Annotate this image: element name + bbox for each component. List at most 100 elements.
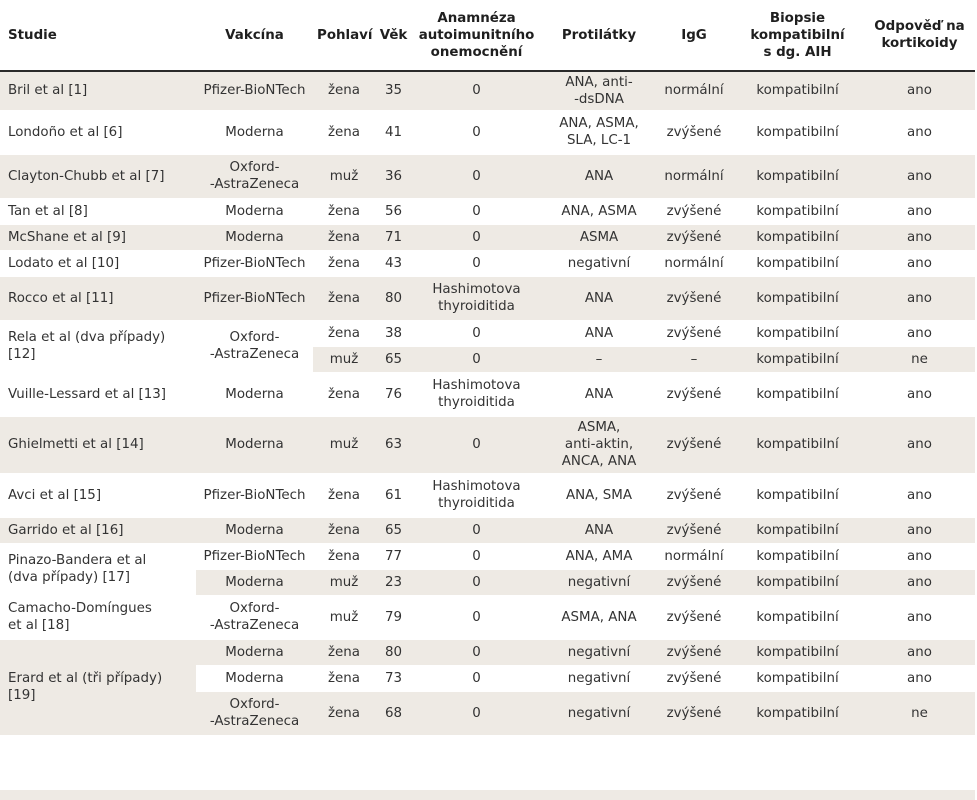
header-sex: Pohlaví	[313, 0, 375, 72]
cell-age: 61	[375, 473, 412, 518]
cell-history: Hashimotova thyroiditida	[412, 372, 541, 417]
cell-sex: žena	[313, 665, 375, 692]
cell-response: ano	[864, 665, 975, 692]
cell-response: ano	[864, 517, 975, 544]
cell-igg: zvýšené	[657, 473, 731, 518]
cell-study: Rela et al (dva případy) [12]	[0, 320, 196, 373]
cell-line: autoimunitního	[418, 27, 535, 43]
cell-sex: žena	[313, 320, 375, 347]
cell-vaccine: Moderna	[196, 224, 313, 251]
cell-igg: zvýšené	[657, 320, 731, 347]
cell-line: 0	[472, 670, 481, 686]
cell-biopsy: kompatibilní	[731, 346, 864, 373]
cell-vaccine: Moderna	[196, 198, 313, 225]
cell-line: ANA	[584, 522, 614, 538]
cell-line: Věk	[379, 27, 408, 43]
cell-study: Ghielmetti et al [14]	[0, 416, 196, 474]
cell-line: Pinazo-Bandera et al	[8, 553, 147, 568]
table-row: Vuille-Lessard et al [13] Moderna žena 76 Ha…	[0, 372, 975, 417]
cell-age: 73	[375, 665, 412, 692]
cell-antibodies: ANA, AMA	[541, 543, 657, 570]
cell-study: Bril et al [1]	[0, 71, 196, 111]
cell-line: 0	[472, 124, 481, 140]
cell-age: 79	[375, 595, 412, 640]
cell-line: ANA, anti-	[565, 74, 633, 90]
cell-study: Lodato et al [10]	[0, 250, 196, 277]
cell-vaccine: Pfizer-BioNTech	[196, 473, 313, 518]
cell-line: 0	[472, 229, 481, 245]
cell-igg: zvýšené	[657, 416, 731, 474]
cell-line: Odpověď na	[874, 19, 965, 34]
cell-history: 0	[412, 224, 541, 251]
cell-biopsy: kompatibilní	[731, 154, 864, 199]
cell-line: 0	[472, 255, 481, 271]
cell-antibodies: –	[541, 346, 657, 373]
cell-sex: žena	[313, 224, 375, 251]
cell-line: Moderna	[225, 203, 284, 219]
cell-vaccine: Moderna	[196, 517, 313, 544]
cell-sex: žena	[313, 372, 375, 417]
cell-antibodies: negativní	[541, 665, 657, 692]
cell-line: negativní	[567, 255, 631, 271]
cell-antibodies: ANA	[541, 320, 657, 347]
cell-study: Avci et al [15]	[0, 473, 196, 518]
cell-antibodies: ANA, SMA	[541, 473, 657, 518]
cell-history: 0	[412, 320, 541, 347]
cell-line: Moderna	[225, 644, 284, 660]
cell-line: Protilátky	[561, 27, 637, 43]
cell-line: Tan et al [8]	[8, 203, 88, 219]
cell-line: 0	[472, 168, 481, 184]
cell-biopsy: kompatibilní	[731, 416, 864, 474]
cell-history: 0	[412, 691, 541, 736]
cell-line: Garrido et al [16]	[8, 522, 124, 538]
cell-line: negativní	[567, 705, 631, 721]
cell-antibodies: negativní	[541, 569, 657, 596]
cell-history: Hashimotova thyroiditida	[412, 473, 541, 518]
cell-line: Oxford-	[229, 601, 280, 616]
header-response: Odpověď na kortikoidy	[864, 0, 975, 72]
cell-line: Studie	[8, 27, 57, 43]
cell-response: ano	[864, 639, 975, 666]
cell-age: 35	[375, 71, 412, 111]
cell-line: Londoño et al [6]	[8, 124, 123, 140]
cell-line: ANCA, ANA	[561, 454, 637, 469]
cell-vaccine: Moderna	[196, 416, 313, 474]
cell-line: Camacho-Domíngues	[8, 601, 152, 616]
cell-sex: žena	[313, 276, 375, 321]
cell-line: s dg. AIH	[763, 44, 832, 60]
cell-response: ano	[864, 154, 975, 199]
cell-line: Rela et al (dva případy)	[8, 330, 166, 345]
cell-igg: zvýšené	[657, 276, 731, 321]
cell-history: 0	[412, 250, 541, 277]
cell-vaccine: Moderna	[196, 372, 313, 417]
header-history: Anamnéza autoimunitního onemocnění	[412, 0, 541, 72]
cell-age: 65	[375, 517, 412, 544]
table-row: Clayton-Chubb et al [7] Oxford- -AstraZene…	[0, 154, 975, 199]
cell-vaccine: Moderna	[196, 110, 313, 155]
cell-line: onemocnění	[430, 44, 523, 60]
cell-line: Hashimotova	[432, 479, 521, 494]
cell-response: ano	[864, 473, 975, 518]
cell-antibodies: ANA	[541, 517, 657, 544]
cell-line: ANA	[584, 290, 614, 306]
cell-biopsy: kompatibilní	[731, 250, 864, 277]
cell-line: Moderna	[225, 386, 284, 402]
cell-line: [19]	[8, 688, 36, 703]
cell-response: ano	[864, 224, 975, 251]
header-vaccine: Vakcína	[196, 0, 313, 72]
cell-line: McShane et al [9]	[8, 229, 126, 245]
cell-antibodies: negativní	[541, 691, 657, 736]
cell-igg: zvýšené	[657, 517, 731, 544]
cell-igg: zvýšené	[657, 595, 731, 640]
cell-line: Rocco et al [11]	[8, 290, 114, 306]
cell-igg: zvýšené	[657, 224, 731, 251]
cell-igg: normální	[657, 71, 731, 111]
cell-sex: žena	[313, 198, 375, 225]
cell-antibodies: negativní	[541, 250, 657, 277]
cell-antibodies: ASMA, ANA	[541, 595, 657, 640]
cell-biopsy: kompatibilní	[731, 473, 864, 518]
cell-line: Pfizer-BioNTech	[203, 487, 306, 503]
cell-line: Avci et al [15]	[8, 487, 102, 503]
cell-biopsy: kompatibilní	[731, 224, 864, 251]
